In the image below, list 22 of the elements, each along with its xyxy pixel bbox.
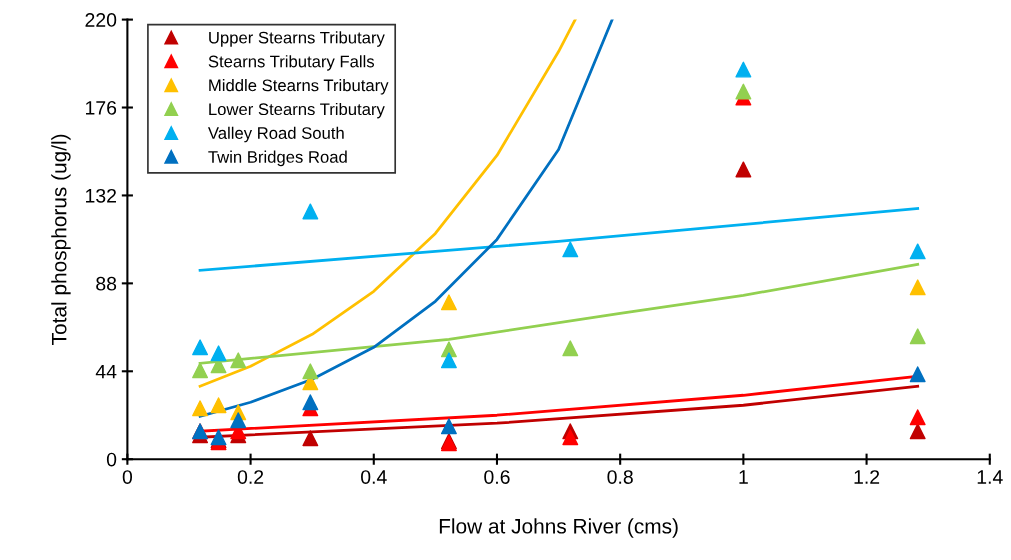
- legend-label: Middle Stearns Tributary: [209, 79, 389, 95]
- x-tick-label: 1: [739, 470, 748, 484]
- legend-label: Twin Bridges Road: [208, 150, 347, 167]
- x-tick-label: 0.8: [607, 470, 633, 484]
- y-tick-label: 220: [85, 13, 117, 27]
- y-tick-label: 132: [86, 188, 116, 203]
- x-tick-label: 0: [122, 470, 133, 484]
- y-tick-label: 44: [95, 364, 117, 379]
- x-tick-label: 0.2: [237, 470, 264, 484]
- x-tick-label: 1.4: [977, 470, 1003, 484]
- y-axis-title: Total phosphorus (ug/l): [51, 134, 71, 345]
- legend-label: Stearns Tributary Falls: [208, 55, 375, 71]
- x-tick-label: 0.6: [484, 470, 510, 484]
- y-tick-label: 88: [96, 276, 117, 291]
- legend-label: Valley Road South: [207, 126, 344, 143]
- y-tick-label: 0: [106, 452, 117, 467]
- legend-label: Upper Stearns Tributary: [209, 31, 385, 47]
- x-tick-label: 0.4: [361, 470, 387, 484]
- x-tick-label: 1.2: [854, 470, 880, 484]
- legend-label: Lower Stearns Tributary: [209, 102, 385, 119]
- x-axis-title: Flow at Johns River (cms): [439, 518, 678, 538]
- y-tick-label: 176: [86, 100, 117, 115]
